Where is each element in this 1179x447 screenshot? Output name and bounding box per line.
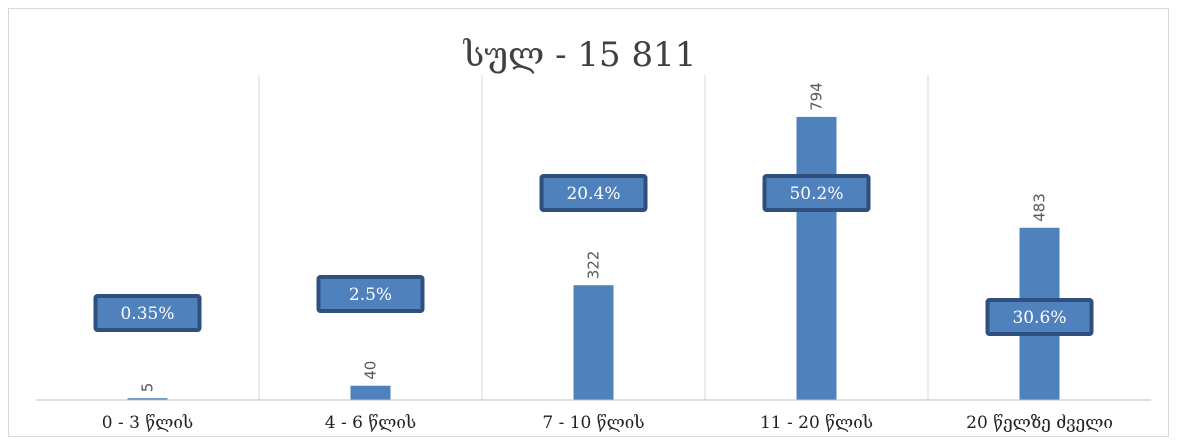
value-label: 322 xyxy=(585,251,603,280)
percentage-label: 0.35% xyxy=(120,304,174,324)
percentage-label: 50.2% xyxy=(789,184,843,204)
x-tick-label: 7 - 10 წლის xyxy=(542,413,644,433)
percentage-callout-box xyxy=(762,174,871,212)
value-labels-group: 5 40 322 794 483 xyxy=(139,82,1049,392)
x-tick-label: 4 - 6 წლის xyxy=(325,413,416,433)
bar xyxy=(127,398,168,400)
percentage-callouts-group: 0.35% 2.5% 20.4% 50.2% 30.6% xyxy=(93,174,1094,336)
percentage-label: 2.5% xyxy=(349,285,392,305)
chart-title: სულ - 15 811 xyxy=(463,35,697,75)
percentage-callout-box xyxy=(985,298,1094,336)
category-separators xyxy=(258,75,929,400)
percentage-callout-box xyxy=(93,294,202,332)
bar xyxy=(573,285,614,400)
percentage-callout-box xyxy=(316,275,425,313)
value-label: 40 xyxy=(362,361,380,380)
bar xyxy=(350,385,391,400)
x-axis-tick-labels: 0 - 3 წლის 4 - 6 წლის 7 - 10 წლის 11 - 20 წ… xyxy=(102,413,1113,433)
x-tick-label: 0 - 3 წლის xyxy=(102,413,193,433)
value-label: 483 xyxy=(1031,193,1049,222)
bar xyxy=(796,116,837,400)
percentage-label: 30.6% xyxy=(1012,308,1066,328)
value-label: 794 xyxy=(808,82,826,111)
value-label: 5 xyxy=(139,383,157,393)
x-tick-label: 11 - 20 წლის xyxy=(760,413,873,433)
percentage-label: 20.4% xyxy=(566,184,620,204)
percentage-callout-box xyxy=(539,174,648,212)
x-tick-label: 20 წელზე ძველი xyxy=(966,413,1113,433)
bars-group xyxy=(127,116,1060,400)
